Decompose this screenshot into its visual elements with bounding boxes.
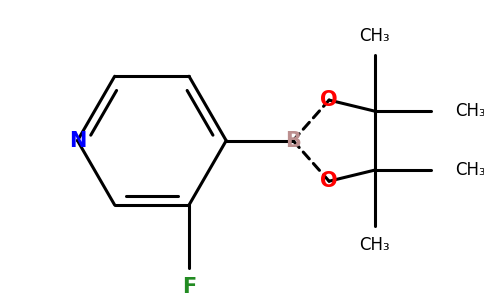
Text: F: F — [182, 277, 196, 297]
Text: CH₃: CH₃ — [360, 27, 390, 45]
Text: O: O — [320, 171, 338, 191]
Text: B: B — [285, 130, 301, 151]
Text: N: N — [69, 130, 86, 151]
Text: CH₃: CH₃ — [455, 102, 484, 120]
Text: O: O — [320, 90, 338, 110]
Text: CH₃: CH₃ — [360, 236, 390, 254]
Text: CH₃: CH₃ — [455, 161, 484, 179]
